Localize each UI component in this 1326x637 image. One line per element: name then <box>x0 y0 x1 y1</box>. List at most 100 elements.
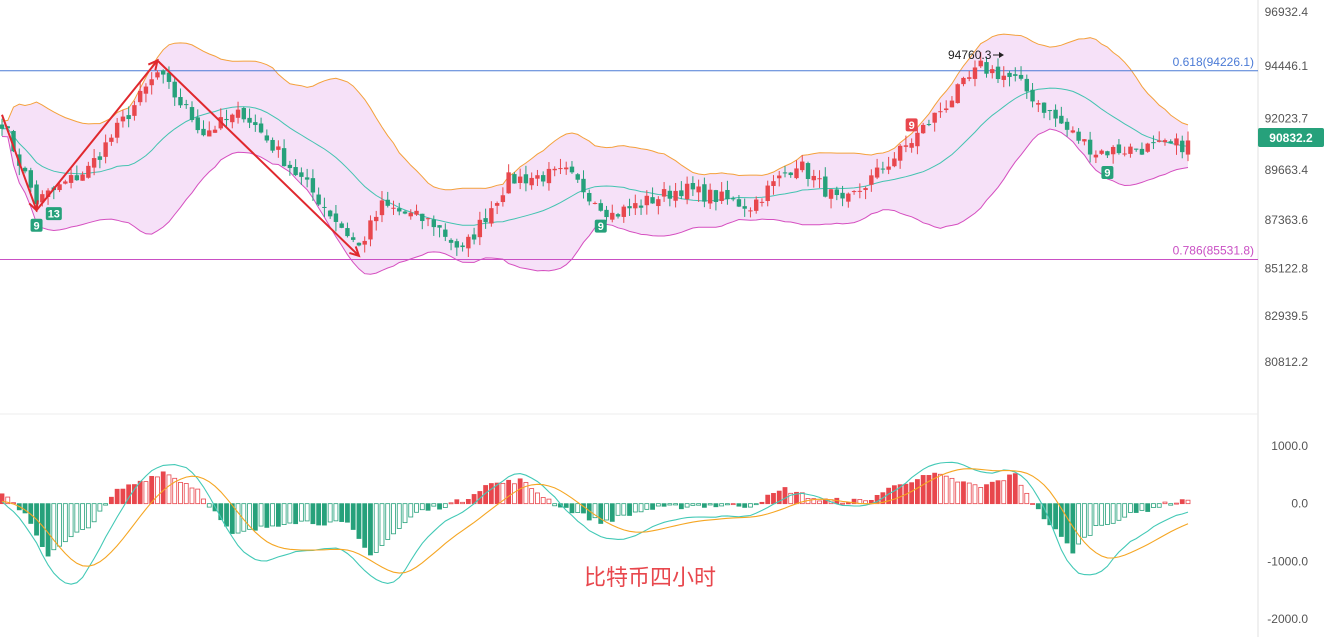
macd-histogram-bar <box>345 503 350 523</box>
wave-arrow-head-3 <box>349 246 361 258</box>
macd-histogram-bar <box>1035 503 1041 510</box>
candle-body <box>74 175 80 181</box>
candle-body <box>258 123 264 133</box>
candle-body <box>1053 109 1058 119</box>
candle-body <box>97 156 103 160</box>
candle-body <box>454 241 460 248</box>
candle-body <box>1139 148 1145 155</box>
candle-body <box>494 203 500 206</box>
candle-body <box>425 218 431 220</box>
macd-histogram-bar <box>667 503 673 506</box>
candle-body <box>604 209 609 218</box>
candle-body <box>11 130 16 152</box>
macd-histogram-bar <box>166 474 172 505</box>
candle-body <box>926 124 932 126</box>
macd-histogram-bar <box>201 498 206 505</box>
candle-body <box>362 240 367 245</box>
wave-arrow-head-2 <box>147 58 159 71</box>
candle-body <box>990 69 995 74</box>
candle-body <box>679 190 684 197</box>
macd-histogram-bar <box>569 503 575 514</box>
candle-body <box>581 178 586 193</box>
macd-histogram-bar <box>690 503 696 506</box>
macd-histogram-bar <box>425 503 431 511</box>
candle-body <box>443 229 448 237</box>
wave-arrow-head-1 <box>28 200 39 213</box>
candle-body <box>114 122 120 138</box>
candle-body <box>172 81 177 98</box>
candle-body <box>103 142 108 157</box>
td-count-badge-1 <box>45 207 62 221</box>
macd-histogram-bar <box>494 482 500 505</box>
candle-body <box>230 114 235 123</box>
macd-histogram-bar <box>701 503 707 508</box>
macd-histogram-bar <box>373 503 379 553</box>
chart-caption: 比特币四小时 <box>584 566 716 591</box>
candle-body <box>869 175 874 185</box>
macd-histogram-bar <box>943 475 949 505</box>
candle-body <box>402 211 408 214</box>
macd-histogram-bar <box>782 487 788 505</box>
macd-histogram-bar <box>1162 501 1168 505</box>
macd-histogram-bar <box>454 499 460 505</box>
candle-body <box>161 70 166 75</box>
macd-histogram-bar <box>195 488 201 505</box>
macd-histogram-bar <box>1116 503 1122 521</box>
candle-body <box>241 107 247 120</box>
candle-body <box>823 176 828 197</box>
candle-body <box>287 164 293 169</box>
candle-body <box>961 77 966 85</box>
macd-histogram-bar <box>1099 503 1105 526</box>
candle-body <box>886 166 891 170</box>
macd-histogram-bar <box>45 503 51 557</box>
macd-histogram-bar <box>915 479 920 505</box>
macd-histogram-bar <box>1081 503 1087 538</box>
high-marker-label: 94760.3 <box>948 48 992 62</box>
candle-body <box>28 170 33 188</box>
candle-body <box>696 186 701 193</box>
candle-body <box>1105 151 1110 156</box>
candle-body <box>972 67 978 79</box>
macd-histogram-bar <box>776 490 782 505</box>
macd-histogram-bar <box>615 503 621 516</box>
macd-histogram-bar <box>160 471 166 505</box>
macd-histogram-bar <box>258 503 264 527</box>
candle-body <box>368 220 373 240</box>
macd-histogram-bar <box>845 502 851 505</box>
candle-body <box>1018 74 1024 79</box>
macd-tick-label: 0.0 <box>1291 497 1308 511</box>
candle-body <box>184 104 189 106</box>
td-count-badge-2 <box>594 219 607 233</box>
macd-histogram-bar <box>229 503 235 534</box>
macd-histogram-bar <box>356 503 362 539</box>
candle-body <box>1007 72 1012 77</box>
candle-body <box>782 172 788 174</box>
macd-histogram-bar <box>719 503 725 507</box>
candle-body <box>397 208 402 212</box>
macd-histogram-bar <box>80 503 86 530</box>
candle-body <box>621 206 626 217</box>
macd-histogram-bar <box>1064 503 1070 544</box>
macd-histogram-bar <box>218 503 224 521</box>
macd-histogram-bar <box>1128 503 1133 513</box>
macd-histogram-bar <box>143 481 149 505</box>
macd-histogram-bar <box>817 500 822 505</box>
candle-body <box>1059 115 1064 124</box>
candle-body <box>483 218 488 223</box>
macd-histogram-bar <box>1168 503 1174 506</box>
candle-body <box>1030 89 1035 102</box>
candle-body <box>627 206 632 209</box>
macd-histogram-bar <box>621 503 627 516</box>
candle-body <box>569 166 575 173</box>
macd-histogram-bar <box>684 503 690 508</box>
candle-body <box>385 199 390 206</box>
price-axis-panel[interactable] <box>1258 0 1326 637</box>
candle-body <box>1122 153 1127 155</box>
bollinger-upper-line <box>1 33 1189 191</box>
td-count-label-0: 9 <box>33 220 39 232</box>
candle-body <box>201 128 206 136</box>
macd-histogram-bar <box>707 503 713 506</box>
candle-body <box>247 117 252 123</box>
macd-histogram-bar <box>414 503 419 513</box>
candle-body <box>391 207 396 209</box>
